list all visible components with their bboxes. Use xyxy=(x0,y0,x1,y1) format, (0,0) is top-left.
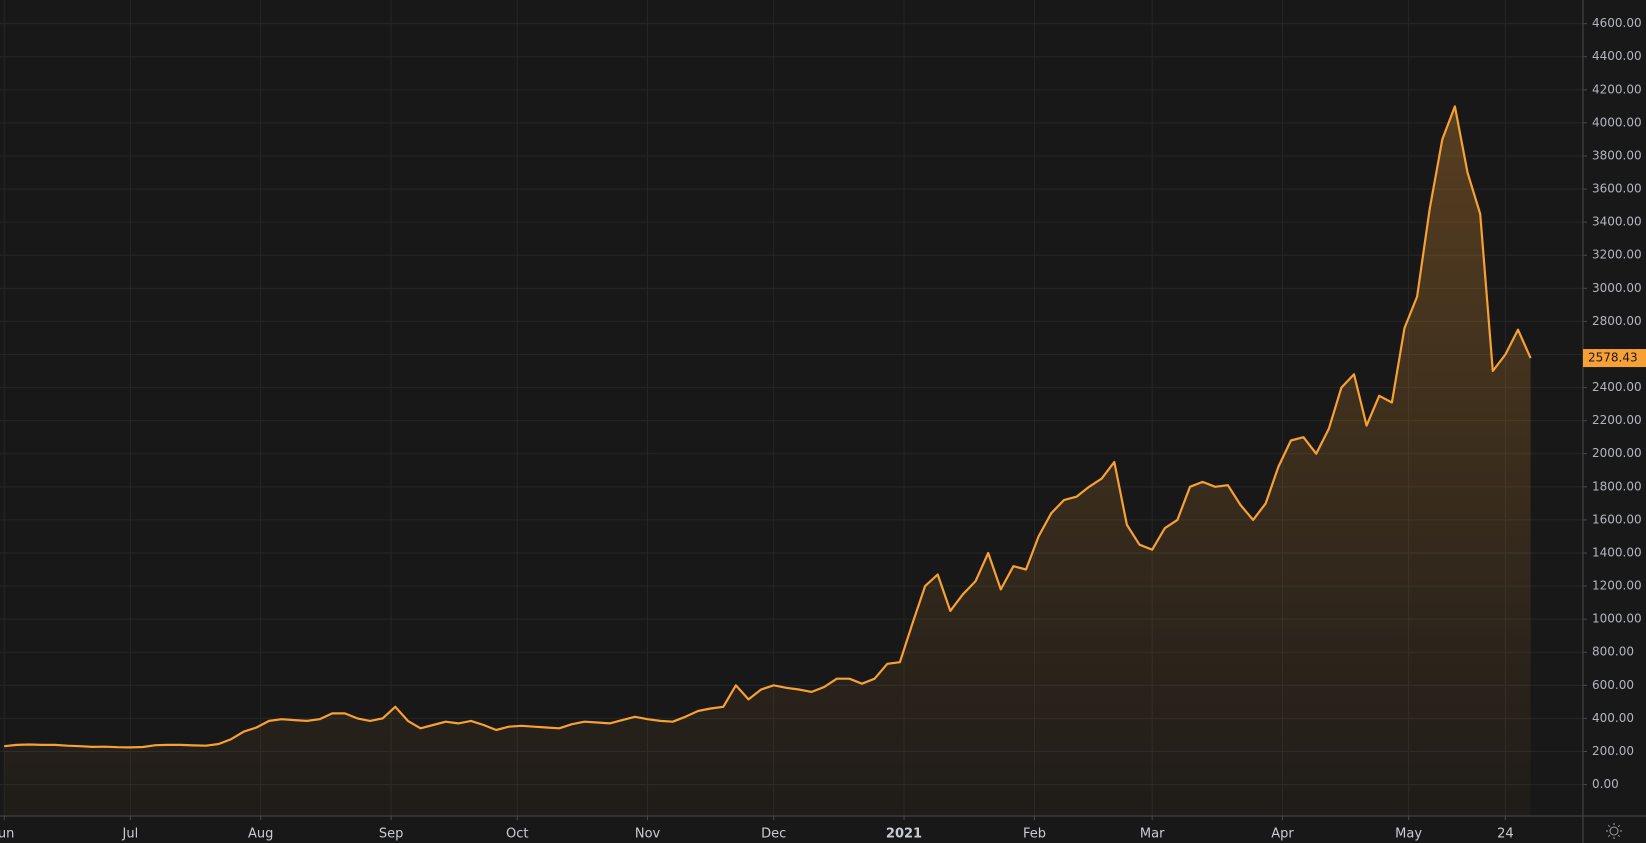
y-tick-label: 3000.00 xyxy=(1592,281,1642,295)
price-tag-label: 2578.43 xyxy=(1588,351,1638,365)
x-tick-label: Feb xyxy=(1023,827,1046,842)
y-tick-label: 1400.00 xyxy=(1592,545,1642,559)
y-tick-label: 3200.00 xyxy=(1592,248,1642,262)
x-tick-label: Nov xyxy=(635,827,661,842)
y-tick-label: 0.00 xyxy=(1592,777,1619,791)
x-tick-label: Dec xyxy=(761,827,786,842)
axes: 0.00 200.00 400.00 600.00 800.00 1000.00 1200.… xyxy=(0,16,1646,842)
x-tick-label: Aug xyxy=(248,827,273,842)
y-tick-label: 4600.00 xyxy=(1592,16,1642,30)
y-tick-label: 2200.00 xyxy=(1592,413,1642,427)
y-tick-label: 400.00 xyxy=(1592,711,1634,725)
y-tick-label: 1000.00 xyxy=(1592,612,1642,626)
settings-icon[interactable] xyxy=(1606,823,1622,839)
x-tick-label: May xyxy=(1395,827,1422,842)
x-tick-label: Jul xyxy=(122,827,139,842)
y-tick-label: 3400.00 xyxy=(1592,215,1642,229)
y-tick-label: 2800.00 xyxy=(1592,314,1642,328)
y-tick-label: 1600.00 xyxy=(1592,512,1642,526)
y-tick-label: 2400.00 xyxy=(1592,380,1642,394)
y-tick-label: 1800.00 xyxy=(1592,479,1642,493)
y-tick-label: 4000.00 xyxy=(1592,115,1642,129)
x-tick-label: Jun xyxy=(0,827,14,842)
x-tick-label: 2021 xyxy=(886,827,922,842)
price-tag xyxy=(1583,349,1646,368)
x-tick-label: 24 xyxy=(1497,827,1514,842)
x-tick-label: Mar xyxy=(1140,827,1165,842)
line xyxy=(4,105,1532,749)
x-tick-label: Sep xyxy=(379,827,404,842)
plot xyxy=(4,105,1532,816)
y-tick-label: 800.00 xyxy=(1592,645,1634,659)
y-tick-label: 600.00 xyxy=(1592,678,1634,692)
y-tick-label: 2000.00 xyxy=(1592,446,1642,460)
y-tick-label: 3600.00 xyxy=(1592,182,1642,196)
x-tick-label: Oct xyxy=(506,827,528,842)
area xyxy=(4,106,1531,816)
y-tick-label: 4200.00 xyxy=(1592,82,1642,96)
y-tick-label: 1200.00 xyxy=(1592,579,1642,593)
y-tick-label: 200.00 xyxy=(1592,744,1634,758)
y-tick-label: 4400.00 xyxy=(1592,49,1642,63)
y-tick-label: 3800.00 xyxy=(1592,148,1642,162)
x-tick-label: Apr xyxy=(1271,827,1294,842)
